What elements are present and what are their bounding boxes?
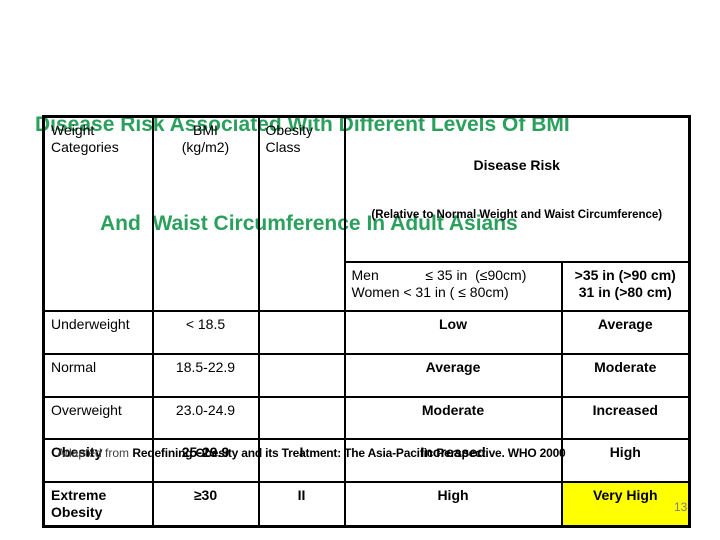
page-number: 13 bbox=[674, 500, 688, 514]
cell-risk-normal-waist: High bbox=[343, 481, 563, 528]
subheader-normal-waist: Men ≤ 35 in (≤90cm) Women < 31 in ( ≤ 80… bbox=[343, 261, 563, 312]
table-row-normal: Normal 18.5-22.9 Average Moderate bbox=[42, 353, 691, 398]
cell-risk-high-waist: High bbox=[560, 438, 691, 483]
cell-risk-high-waist: Increased bbox=[560, 396, 691, 440]
cell-risk-normal-waist: Moderate bbox=[343, 396, 563, 440]
bmi-disease-risk-table: Weight Categories BMI (kg/m2) Obesity Cl… bbox=[42, 115, 691, 528]
table-header-row: Weight Categories BMI (kg/m2) Obesity Cl… bbox=[42, 115, 691, 312]
cell-category: Normal bbox=[42, 353, 154, 398]
cell-bmi-range: ≥30 bbox=[151, 481, 260, 528]
cell-obesity-class bbox=[257, 353, 346, 398]
table-row-extreme-obesity: Extreme Obesity ≥30 II High Very High bbox=[42, 481, 691, 528]
waist-subheader-row: Men ≤ 35 in (≤90cm) Women < 31 in ( ≤ 80… bbox=[44, 261, 691, 312]
cell-risk-high-waist: Moderate bbox=[560, 353, 691, 398]
col-header-bmi: BMI (kg/m2) bbox=[151, 115, 260, 312]
cell-category: Overweight bbox=[42, 396, 154, 440]
subheader-high-waist: >35 in (>90 cm) 31 in (>80 cm) bbox=[560, 261, 691, 312]
cell-category: Obesity bbox=[42, 438, 154, 483]
cell-risk-normal-waist: Average bbox=[343, 353, 563, 398]
table-row-obesity: Obesity 25-29.9 I Increased High bbox=[42, 438, 691, 483]
citation-text: Redefining Obesity and its Treatment: Th… bbox=[132, 446, 566, 460]
cell-risk-normal-waist: Increased bbox=[343, 438, 563, 483]
cell-category: Extreme Obesity bbox=[42, 481, 154, 528]
cell-obesity-class bbox=[257, 396, 346, 440]
cell-bmi-range: < 18.5 bbox=[151, 310, 260, 355]
disease-risk-subtitle: (Relative to Normal Weight and Waist Cir… bbox=[371, 209, 663, 221]
disease-risk-title: Disease Risk bbox=[473, 157, 560, 173]
col-header-disease-risk: Disease Risk (Relative to Normal Weight … bbox=[343, 115, 691, 263]
citation-prefix: Adapted from bbox=[57, 446, 133, 460]
cell-bmi-range: 25-29.9 bbox=[151, 438, 260, 483]
cell-obesity-class: II bbox=[257, 481, 346, 528]
table-row-underweight: Underweight < 18.5 Low Average bbox=[42, 310, 691, 355]
cell-bmi-range: 18.5-22.9 bbox=[151, 353, 260, 398]
cell-bmi-range: 23.0-24.9 bbox=[151, 396, 260, 440]
cell-risk-high-waist-highlighted: Very High bbox=[560, 481, 691, 528]
source-citation: Adapted from Redefining Obesity and its … bbox=[57, 446, 566, 460]
table-row-overweight: Overweight 23.0-24.9 Moderate Increased bbox=[42, 396, 691, 440]
col-header-weight-categories: Weight Categories bbox=[42, 115, 154, 312]
cell-obesity-class bbox=[257, 310, 346, 355]
cell-category: Underweight bbox=[42, 310, 154, 355]
cell-obesity-class: I bbox=[257, 438, 346, 483]
cell-risk-high-waist: Average bbox=[560, 310, 691, 355]
cell-risk-normal-waist: Low bbox=[343, 310, 563, 355]
col-header-obesity-class: Obesity Class bbox=[257, 115, 346, 312]
